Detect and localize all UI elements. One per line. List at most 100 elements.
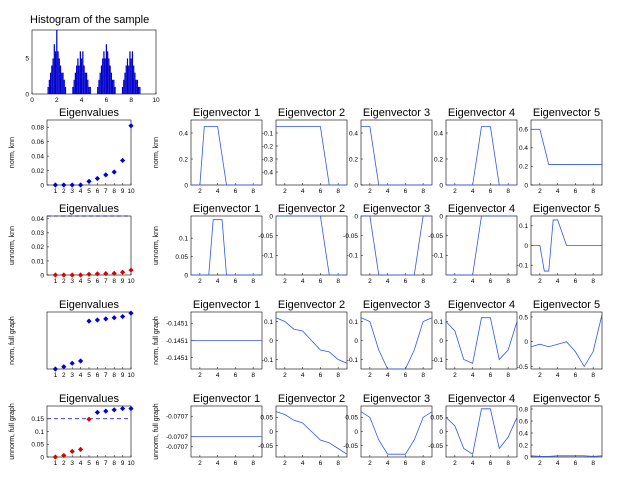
histogram-bar (104, 58, 106, 94)
y-tick-label: 0 (524, 339, 528, 346)
y-tick-label: 0.6 (519, 418, 528, 425)
y-tick-label: 0 (524, 454, 528, 461)
axes-frame (360, 215, 433, 276)
histogram-bar (79, 51, 81, 94)
histogram-bar (97, 86, 99, 94)
x-tick-label: 5 (87, 372, 91, 379)
x-tick-label: 8 (112, 460, 116, 467)
axes-frame (46, 215, 132, 276)
x-tick-label: 5 (87, 188, 91, 195)
chart-title: Eigenvalues (59, 393, 119, 405)
eigenvalue-point (128, 405, 134, 412)
eigenvalue-point (120, 269, 126, 275)
x-tick-label: 2 (55, 97, 59, 104)
x-tick-label: 8 (506, 372, 510, 379)
histogram-bar (111, 79, 114, 94)
chart-title: Eigenvector 5 (533, 299, 600, 311)
x-tick-label: 1 (54, 188, 58, 195)
histogram-bar (108, 58, 110, 94)
panel-r1c4: Eigenvector 4 2 4 6 8 0 0.2 0.4 (434, 107, 518, 195)
y-tick-label: 0.4 (349, 130, 358, 137)
y-tick-label: 0 (25, 91, 29, 98)
eigenvector-line (531, 219, 602, 272)
y-tick-label: 0.1 (35, 429, 44, 436)
histogram-bar (59, 65, 62, 94)
y-tick-label: -0.0707 (166, 444, 188, 451)
y-tick-label: 0 (40, 454, 44, 461)
histogram-bar (125, 65, 127, 94)
x-tick-label: 4 (556, 372, 560, 379)
eigenvalue-point (52, 272, 58, 278)
histogram-bar (124, 72, 126, 94)
x-tick-label: 3 (70, 372, 74, 379)
histogram-bar (134, 72, 136, 94)
panel-ev_unnorm_full: Eigenvalues unnorm, full graph 1 2 3 4 5 6 7 8 9 10… (9, 393, 135, 467)
x-tick-label: 4 (216, 188, 220, 195)
panel-hist: Histogram of the sample 0 2 4 6 8 10 0 5 (25, 14, 160, 104)
x-tick-label: 2 (368, 188, 372, 195)
eigenvalue-point (52, 454, 58, 460)
panel-r1c3: Eigenvector 3 2 4 6 8 0 0.2 0.4 (349, 107, 433, 195)
eigenvalue-point (103, 408, 109, 414)
y-tick-label: 0 (354, 213, 358, 220)
y-tick-label: -0.0707 (166, 414, 188, 421)
y-tick-label: 0 (40, 272, 44, 279)
y-tick-label: -0.1 (432, 357, 444, 364)
axes-frame (275, 119, 348, 186)
y-tick-label: -0.0707 (166, 434, 188, 441)
y-tick-label: -0.05 (428, 443, 443, 450)
eigenvalue-point (78, 182, 84, 188)
x-tick-label: 8 (129, 97, 133, 104)
x-tick-label: 4 (386, 188, 390, 195)
x-tick-label: 4 (556, 188, 560, 195)
y-tick-label: -0.05 (258, 233, 273, 240)
x-tick-label: 2 (368, 278, 372, 285)
x-tick-label: 7 (104, 188, 108, 195)
x-tick-label: 6 (574, 188, 578, 195)
x-tick-label: 4 (556, 278, 560, 285)
eigenvalue-point (103, 316, 109, 322)
eigenvalue-point (111, 169, 117, 175)
y-tick-label: 0.6 (519, 127, 528, 134)
x-tick-label: 6 (234, 460, 238, 467)
y-tick-label: 0.2 (179, 156, 188, 163)
x-tick-label: 3 (70, 188, 74, 195)
x-tick-label: 4 (79, 278, 83, 285)
chart-title: Eigenvector 4 (448, 299, 515, 311)
x-tick-label: 4 (216, 460, 220, 467)
x-tick-label: 10 (127, 372, 135, 379)
histogram-bar (64, 86, 67, 94)
axes-frame (530, 405, 603, 458)
y-axis-label: unnorm, full graph (9, 403, 16, 460)
x-tick-label: 4 (301, 188, 305, 195)
x-tick-label: 4 (556, 460, 560, 467)
axes-frame (360, 405, 433, 458)
x-tick-label: 4 (471, 278, 475, 285)
histogram-bar (126, 58, 129, 94)
axes-frame (445, 119, 518, 186)
y-tick-label: 0.1 (349, 319, 358, 326)
eigenvector-line (360, 317, 433, 370)
x-tick-label: 5 (87, 460, 91, 467)
x-tick-label: 9 (121, 188, 125, 195)
chart-title: Eigenvalues (59, 203, 119, 215)
eigenvector-line (531, 128, 602, 165)
chart-title: Eigenvector 5 (533, 203, 600, 215)
eigenvalue-point (78, 446, 84, 452)
histogram-bar (88, 86, 90, 94)
x-tick-label: 6 (96, 372, 100, 379)
x-tick-label: 4 (79, 188, 83, 195)
y-tick-label: 0.06 (31, 139, 44, 146)
chart-title: Eigenvector 2 (278, 203, 345, 215)
histogram-bar (49, 72, 52, 94)
axes-frame (190, 215, 263, 276)
eigenvalue-point (61, 452, 67, 459)
y-tick-label: 0.2 (519, 442, 528, 449)
y-tick-label: -0.05 (343, 443, 358, 450)
histogram-bar (53, 44, 55, 94)
chart-title: Eigenvector 4 (448, 107, 515, 119)
x-tick-label: 6 (489, 372, 493, 379)
histogram-bar (62, 72, 64, 94)
histogram-bar (80, 58, 83, 94)
x-tick-label: 8 (591, 278, 595, 285)
